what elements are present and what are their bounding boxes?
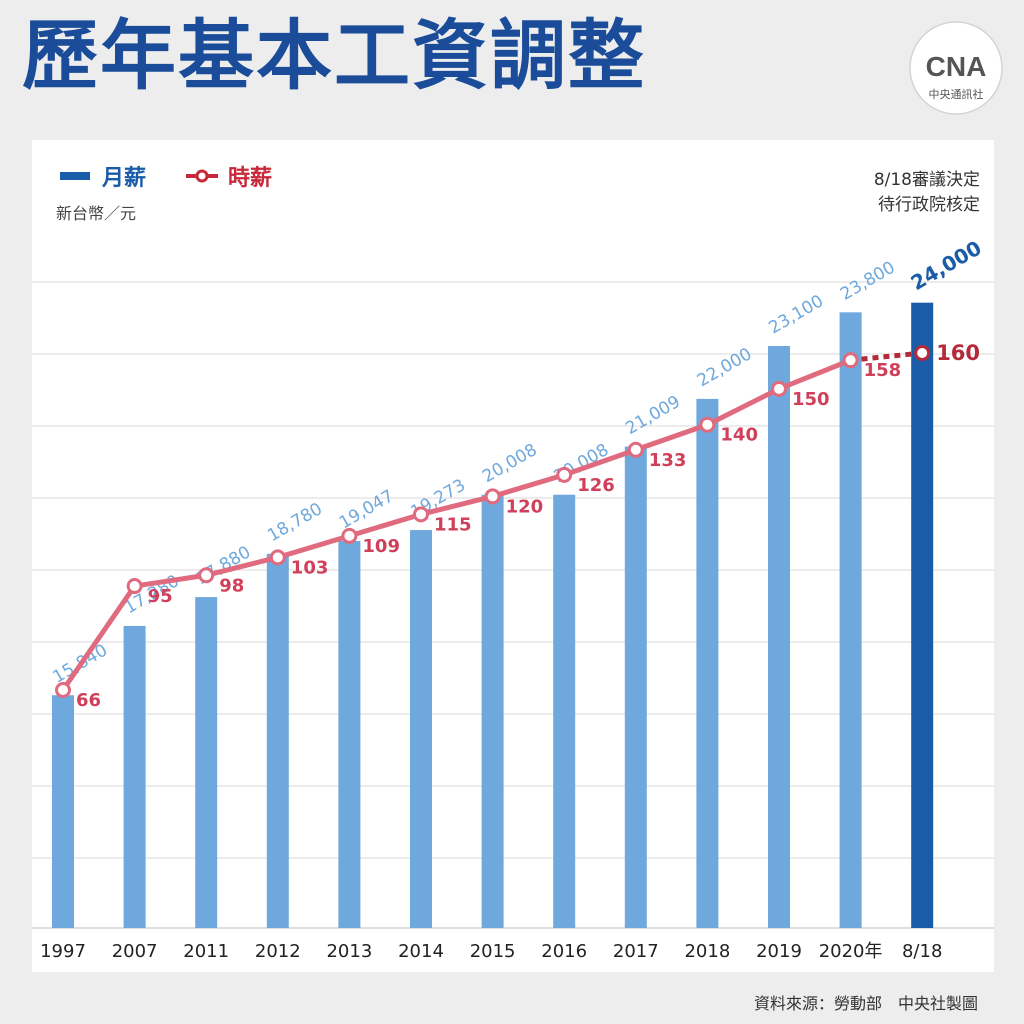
x-tick-2018: 2018: [684, 941, 730, 962]
x-tick-2012: 2012: [255, 941, 301, 962]
bar-label-8/18: 24,000: [907, 236, 986, 295]
hourly-label-2016: 126: [577, 475, 615, 496]
bar-label-2020年: 23,800: [837, 258, 899, 305]
x-tick-8/18: 8/18: [902, 941, 942, 962]
hourly-point-2018: [699, 416, 716, 433]
x-tick-2014: 2014: [398, 941, 444, 962]
legend-hourly: 時薪: [186, 160, 272, 192]
hourly-label-2011: 98: [219, 575, 244, 596]
bar-2012: [266, 553, 289, 928]
x-tick-2013: 2013: [326, 941, 372, 962]
hourly-label-2018: 140: [720, 425, 758, 446]
legend-bar-swatch: [60, 172, 90, 180]
bar-2016: [553, 494, 576, 928]
bar-label-2017: 21,009: [622, 392, 684, 439]
hourly-point-2017: [627, 441, 644, 458]
x-tick-2017: 2017: [613, 941, 659, 962]
hourly-line-projection: [850, 350, 923, 363]
bar-2015: [481, 494, 504, 928]
legend-line-swatch: [186, 169, 218, 183]
hourly-point-2014: [413, 506, 429, 523]
legend-hourly-label: 時薪: [228, 166, 273, 191]
hourly-point-8/18: [914, 345, 931, 362]
hourly-line: [60, 357, 854, 693]
bar-2017: [624, 446, 647, 928]
bar-2014: [410, 530, 432, 928]
hourly-label-8/18: 160: [936, 341, 980, 365]
unit-label: 新台幣／元: [56, 204, 137, 223]
hourly-label-2007: 95: [148, 586, 173, 607]
hourly-point-2013: [341, 527, 358, 544]
bar-2013: [338, 540, 361, 928]
x-tick-2011: 2011: [183, 941, 229, 962]
pending-note-line2: 待行政院核定: [878, 195, 980, 215]
bar-2019: [768, 345, 790, 928]
hourly-point-2020年: [842, 352, 859, 369]
pending-note-line1: 8/18審議決定: [873, 170, 980, 190]
hourly-label-2019: 150: [792, 389, 830, 410]
hourly-label-1997: 66: [76, 690, 101, 711]
hourly-label-2017: 133: [649, 450, 687, 471]
hourly-point-2015: [484, 488, 501, 505]
pending-note: 8/18審議決定 待行政院核定: [874, 168, 980, 218]
hourly-label-2013: 109: [362, 536, 400, 557]
hourly-point-2016: [556, 466, 573, 483]
hourly-label-2015: 120: [506, 496, 544, 517]
x-tick-2016: 2016: [541, 941, 587, 962]
hourly-point-1997: [55, 682, 71, 698]
hourly-label-2020年: 158: [864, 360, 902, 381]
bar-label-2015: 20,008: [479, 440, 541, 487]
page-title: 歷年基本工資調整: [22, 11, 646, 100]
x-tick-2019: 2019: [756, 941, 802, 962]
cna-logo: CNA 中央通訊社: [909, 21, 1003, 115]
bar-label-2018: 22,000: [694, 344, 756, 391]
bar-8/18: [911, 302, 934, 928]
legend-monthly: 月薪: [60, 160, 146, 192]
hourly-label-2014: 115: [434, 514, 472, 535]
hourly-point-2012: [269, 549, 286, 566]
chart-panel: [32, 140, 994, 972]
hourly-point-2019: [771, 380, 787, 397]
hourly-point-2011: [198, 567, 215, 584]
x-tick-2007: 2007: [112, 941, 158, 962]
logo-mark: CNA: [926, 51, 987, 82]
hourly-point-2007: [126, 578, 143, 595]
x-tick-1997: 1997: [40, 941, 86, 962]
logo-name: 中央通訊社: [929, 87, 984, 101]
bar-1997: [52, 695, 74, 928]
legend-monthly-label: 月薪: [102, 166, 147, 191]
x-tick-2020年: 2020年: [819, 941, 883, 962]
hourly-label-2012: 103: [291, 557, 329, 578]
bar-2020年: [839, 312, 862, 928]
bar-label-2019: 23,100: [766, 291, 828, 338]
bar-label-2012: 18,780: [264, 499, 326, 546]
bar-2007: [123, 625, 146, 928]
source-credit: 資料來源：勞動部 中央社製圖: [753, 994, 978, 1013]
x-tick-2015: 2015: [470, 941, 516, 962]
bar-2011: [195, 597, 218, 928]
bar-2018: [696, 398, 719, 928]
